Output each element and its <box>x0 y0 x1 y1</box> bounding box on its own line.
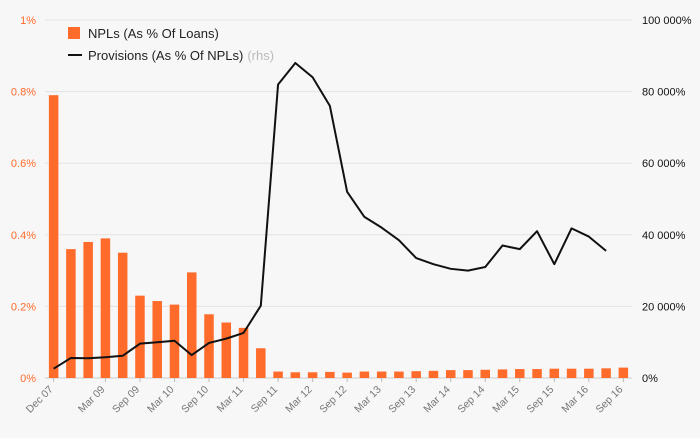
right-tick-label: 40 000% <box>642 230 686 242</box>
npl-bar <box>273 371 283 378</box>
right-tick-label: 0% <box>642 373 658 385</box>
x-tick-label: Sep 14 <box>455 384 487 416</box>
npl-bars <box>48 95 629 379</box>
x-tick-label: Sep 10 <box>179 384 211 416</box>
npl-bar <box>515 369 525 378</box>
npl-bar <box>307 372 318 378</box>
npl-bar <box>342 372 352 378</box>
npl-bar <box>601 368 611 378</box>
npl-bar <box>221 322 232 378</box>
npl-bar <box>48 95 59 379</box>
npl-bar <box>376 371 387 378</box>
left-tick-label: 0.2% <box>11 301 36 313</box>
npl-bar <box>359 371 370 378</box>
npl-bar <box>204 314 214 378</box>
npl-bar <box>187 272 197 378</box>
npl-bar <box>428 370 439 378</box>
legend-rhs-note: (rhs) <box>247 47 275 63</box>
npl-bar <box>445 370 456 378</box>
x-tick-label: Mar 13 <box>352 384 384 416</box>
npl-bar <box>497 369 508 378</box>
x-tick-label: Sep 11 <box>249 384 281 416</box>
x-tick-label: Sep 13 <box>386 384 418 416</box>
npl-bar <box>117 252 128 378</box>
legend-swatch-provisions <box>68 54 82 56</box>
npl-bar <box>256 348 266 378</box>
legend-label-npl: NPLs (As % Of Loans) <box>88 25 219 41</box>
x-tick-label: Mar 11 <box>215 384 246 415</box>
npl-bar <box>135 295 145 378</box>
npl-bar <box>66 249 76 378</box>
legend-item-npl: NPLs (As % Of Loans) <box>68 22 274 44</box>
npl-bar <box>411 371 421 378</box>
x-tick-label: Dec 07 <box>24 384 56 416</box>
legend: NPLs (As % Of Loans) Provisions (As % Of… <box>68 22 274 66</box>
npl-bar <box>152 301 162 378</box>
provisions-line-group <box>53 61 607 370</box>
left-tick-label: 1% <box>20 15 36 27</box>
x-tick-label: Sep 12 <box>317 384 349 416</box>
gridlines <box>45 19 632 379</box>
npl-bar <box>549 368 560 378</box>
npl-bar <box>463 370 473 378</box>
npl-bar <box>480 369 490 378</box>
left-tick-label: 0.8% <box>11 87 36 99</box>
right-tick-label: 100 000% <box>642 15 692 27</box>
right-axis: 0% 20 000% 40 000% 60 000% 80 000% 100 000% <box>642 15 692 385</box>
npl-bar <box>394 371 404 378</box>
right-tick-label: 20 000% <box>642 301 686 313</box>
npl-bar <box>238 327 249 378</box>
x-tick-label: Mar 16 <box>559 384 591 416</box>
left-axis: 0% 0.2% 0.4% 0.6% 0.8% 1% <box>11 15 36 385</box>
left-tick-label: 0.4% <box>11 230 36 242</box>
x-tick-label: Mar 12 <box>283 384 315 416</box>
x-tick-label: Mar 14 <box>421 384 453 416</box>
npl-bar <box>83 241 93 378</box>
x-tick-label: Sep 09 <box>110 384 142 416</box>
x-tick-label: Sep 16 <box>593 384 625 416</box>
npl-bar <box>566 368 577 378</box>
right-tick-label: 80 000% <box>642 87 686 99</box>
x-axis: Dec 07 Mar 09 Sep 09 Mar 10 Sep 10 Mar 11 Sep … <box>24 378 626 416</box>
npl-bar <box>100 238 111 378</box>
npl-bar <box>325 371 335 378</box>
npl-bar <box>618 367 629 378</box>
x-tick-label: Sep 15 <box>524 384 556 416</box>
npl-bar <box>290 372 301 378</box>
legend-swatch-npl <box>68 27 80 39</box>
npl-bar <box>532 369 542 378</box>
legend-label-provisions: Provisions (As % Of NPLs) <box>88 47 244 63</box>
npl-bar <box>584 368 594 378</box>
left-tick-label: 0.6% <box>11 158 36 170</box>
x-tick-label: Mar 15 <box>490 384 522 416</box>
provisions-line <box>53 61 607 370</box>
x-tick-label: Mar 09 <box>76 384 108 416</box>
legend-item-provisions: Provisions (As % Of NPLs) (rhs) <box>68 44 274 66</box>
left-tick-label: 0% <box>20 373 36 385</box>
x-tick-label: Mar 10 <box>145 384 177 416</box>
right-tick-label: 60 000% <box>642 158 686 170</box>
